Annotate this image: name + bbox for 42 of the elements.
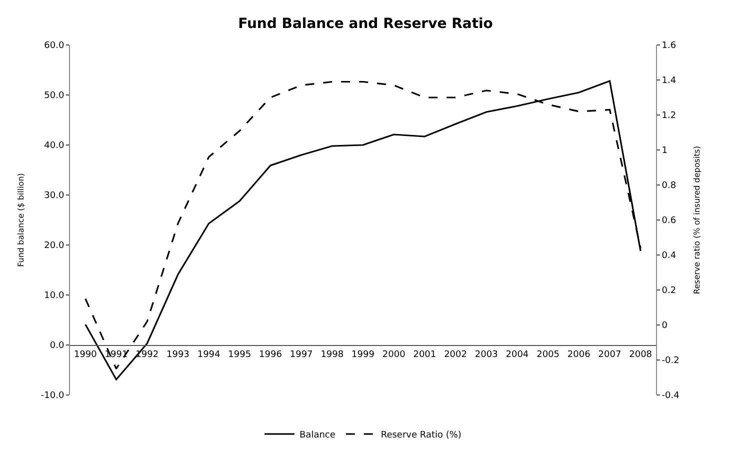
x-tick-label: 2006: [567, 350, 591, 360]
x-tick-label: 2008: [629, 350, 652, 360]
x-tick-label: 1994: [197, 350, 221, 360]
y2-tick-label: 1.2: [662, 111, 676, 122]
y2-tick-label: 0: [662, 321, 668, 332]
y-tick-label: 50.0: [44, 91, 64, 102]
x-tick-label: 1999: [352, 350, 375, 360]
x-tick-label: 2005: [536, 350, 560, 360]
x-tick-label: 2002: [444, 350, 467, 360]
legend-label: Reserve Ratio (%): [380, 430, 462, 441]
y2-tick-label: 1.6: [662, 41, 676, 52]
x-tick-label: 1990: [74, 350, 98, 360]
y2-tick-label: 1: [662, 146, 668, 156]
x-tick-label: 2004: [506, 350, 529, 360]
y-tick-label: 30.0: [44, 191, 64, 202]
y2-tick-label: -0.4: [662, 391, 680, 402]
x-tick-label: 2000: [382, 350, 406, 360]
x-tick-label: 1995: [228, 350, 252, 360]
y-tick-label: 20.0: [44, 241, 64, 252]
y-tick-label: -10.0: [40, 391, 64, 402]
y-tick-label: 10.0: [44, 291, 64, 302]
x-tick-label: 1993: [166, 350, 190, 360]
y-tick-label: 0.0: [50, 341, 64, 352]
legend-label: Balance: [300, 430, 336, 441]
chart-title: Fund Balance and Reserve Ratio: [238, 16, 494, 32]
x-tick-label: 1996: [259, 350, 282, 360]
y2-tick-label: 0.6: [662, 216, 676, 226]
y2-tick-label: 0.2: [662, 286, 676, 296]
x-tick-label: 1998: [320, 350, 344, 360]
x-tick-label: 1992: [136, 350, 159, 360]
y-tick-label: 60.0: [44, 41, 64, 52]
y2-tick-label: 0.8: [662, 181, 676, 192]
x-tick-label: 1997: [290, 350, 313, 360]
y2-tick-label: 1.4: [662, 76, 676, 86]
y2-tick-label: 0.4: [662, 251, 676, 262]
x-tick-label: 2001: [413, 350, 436, 360]
y2-tick-label: -0.2: [662, 356, 680, 366]
x-tick-label: 2003: [474, 350, 498, 360]
y-tick-label: 40.0: [44, 141, 64, 152]
y2-axis-title: Reserve ratio (% of insured deposits): [692, 146, 702, 294]
y-axis-title: Fund balance ($ billion): [16, 173, 26, 267]
x-tick-label: 2007: [598, 350, 622, 360]
